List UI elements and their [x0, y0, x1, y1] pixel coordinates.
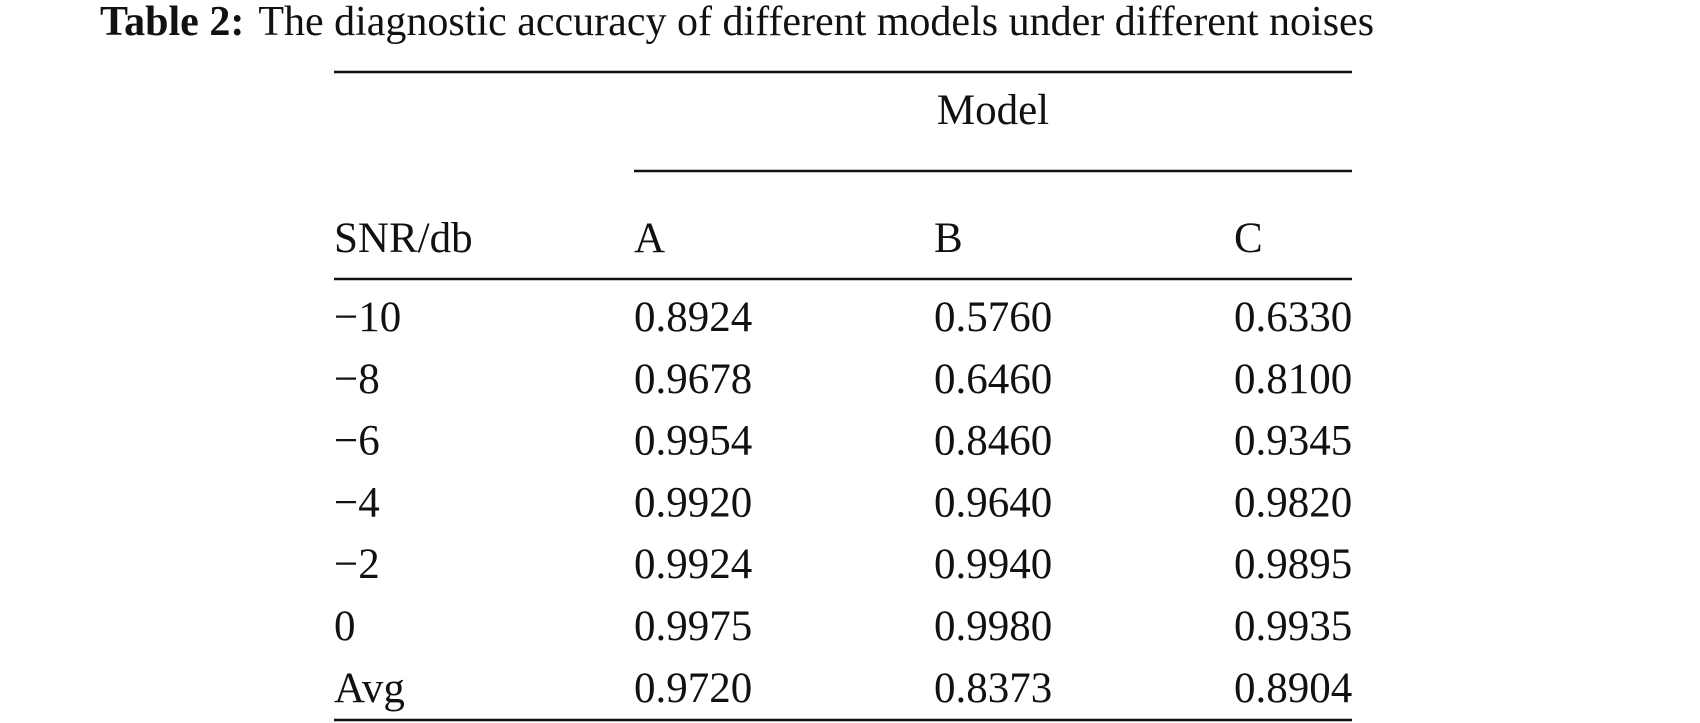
- cell: 0.9980: [934, 603, 1052, 650]
- cell: 0.8100: [1234, 356, 1352, 403]
- cell: 0.9954: [634, 418, 752, 465]
- column-header: C: [1234, 215, 1263, 262]
- row-label: 0: [334, 603, 356, 650]
- cell: 0.9895: [1234, 541, 1352, 588]
- cell: 0.9678: [634, 356, 752, 403]
- row-label: −4: [334, 479, 380, 526]
- row-label: −8: [334, 356, 380, 403]
- caption-label: Table 2:: [100, 0, 244, 45]
- row-label: Avg: [334, 665, 405, 712]
- cell: 0.8373: [934, 665, 1052, 712]
- cell: 0.9640: [934, 479, 1052, 526]
- cell: 0.8460: [934, 418, 1052, 465]
- column-header: B: [934, 215, 963, 262]
- caption-text: The diagnostic accuracy of different mod…: [258, 0, 1374, 45]
- cell: 0.9975: [634, 603, 752, 650]
- cell: 0.9820: [1234, 479, 1352, 526]
- row-label: −10: [334, 294, 401, 341]
- cell: 0.8904: [1234, 665, 1352, 712]
- group-header: Model: [937, 87, 1049, 134]
- cell: 0.5760: [934, 294, 1052, 341]
- cell: 0.9720: [634, 665, 752, 712]
- cell: 0.9924: [634, 541, 752, 588]
- cell: 0.9345: [1234, 418, 1352, 465]
- cell: 0.9935: [1234, 603, 1352, 650]
- row-label: −2: [334, 541, 380, 588]
- cell: 0.9940: [934, 541, 1052, 588]
- cell: 0.8924: [634, 294, 752, 341]
- row-label: −6: [334, 418, 380, 465]
- column-header: SNR/db: [334, 215, 473, 262]
- cell: 0.9920: [634, 479, 752, 526]
- cell: 0.6330: [1234, 294, 1352, 341]
- table-caption: Table 2: The diagnostic accuracy of diffe…: [100, 0, 1374, 45]
- column-header: A: [634, 215, 665, 262]
- cell: 0.6460: [934, 356, 1052, 403]
